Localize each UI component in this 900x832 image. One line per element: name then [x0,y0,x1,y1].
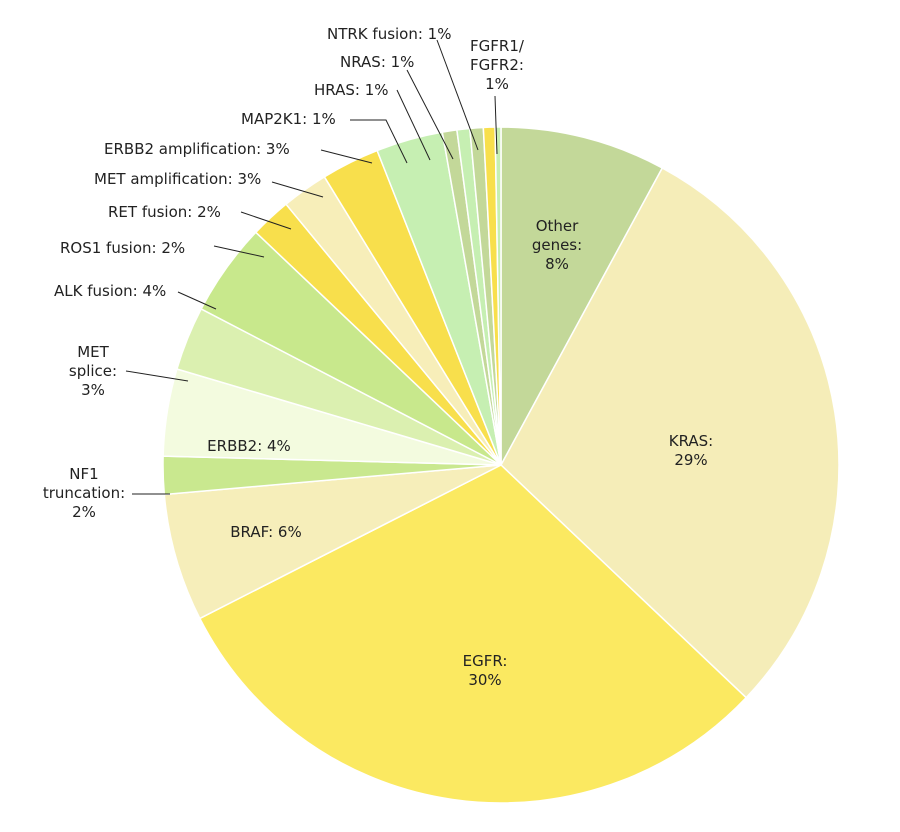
slice-label-kras: KRAS: 29% [669,432,714,469]
leader-line-nras [406,69,454,160]
leader-line-fgfr1-fgfr2 [494,95,498,155]
slice-label-ros1-fusion: ROS1 fusion: 2% [60,239,185,257]
slice-label-met-splice: MET splice: 3% [69,343,117,399]
slice-label-erbb2: ERBB2: 4% [207,437,291,455]
pie-slice-kras [500,167,840,699]
pie-slice-other-genes [500,126,664,466]
pie-slice-braf [163,464,502,620]
slice-label-fgfr1-fgfr2: FGFR1/FGFR2: 1% [470,37,525,93]
slice-label-erbb2-amplification: ERBB2 amplification: 3% [104,140,290,158]
slice-label-hras: HRAS: 1% [314,81,389,99]
slice-label-other-genes: Other genes: 8% [532,217,582,273]
leader-line-hras [396,89,431,161]
leader-line-map2k1 [350,119,408,164]
slice-label-nras: NRAS: 1% [340,53,414,71]
leader-line-erbb2-amplification [320,149,373,164]
slice-label-braf: BRAF: 6% [230,523,301,541]
slice-label-met-amplification: MET amplification: 3% [94,170,261,188]
leader-line-alk-fusion [177,291,217,310]
slice-label-egfr: EGFR: 30% [463,652,508,689]
leader-line-ret-fusion [240,211,292,230]
leader-line-met-splice [125,370,189,382]
pie-slices [162,126,840,804]
pie-slice-fgfr1-fgfr2 [494,126,502,466]
leader-line-ros1-fusion [213,245,265,258]
leader-line-ntrk-fusion [436,39,479,151]
slice-label-ret-fusion: RET fusion: 2% [108,203,221,221]
slice-label-alk-fusion: ALK fusion: 4% [54,282,166,300]
slice-label-ntrk-fusion: NTRK fusion: 1% [327,25,451,43]
leader-lines [125,39,498,495]
leader-line-met-amplification [271,181,324,198]
slice-label-nf1-truncation: NF1 truncation: 2% [43,465,125,521]
slice-labels: Other genes: 8% KRAS: 29% EGFR: 30% BRAF: 6% NF1… [43,25,713,689]
slice-label-map2k1: MAP2K1: 1% [241,110,336,128]
